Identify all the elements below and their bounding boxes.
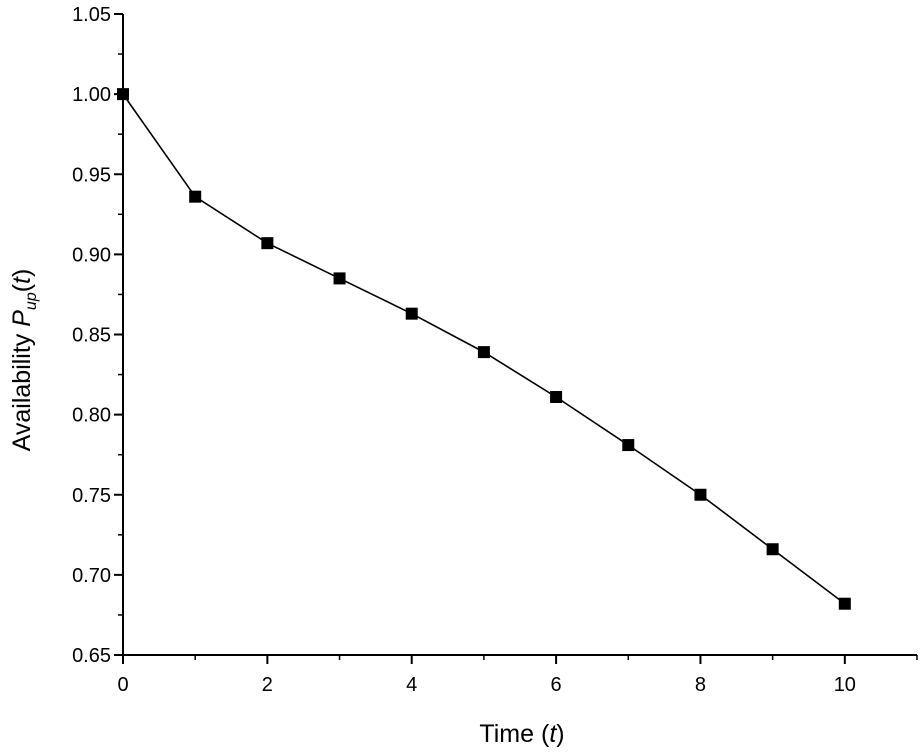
data-point [333, 272, 346, 285]
x-tick-label: 2 [262, 674, 273, 696]
x-tick-label: 8 [695, 674, 706, 696]
y-axis-title: Availability Pup(t) [8, 269, 40, 452]
y-tick-label: 1.05 [72, 4, 111, 26]
x-tick-label: 0 [117, 674, 128, 696]
data-point [261, 237, 274, 250]
y-tick-label: 0.80 [72, 405, 111, 427]
ticks [114, 13, 918, 664]
y-tick-label: 0.85 [72, 325, 111, 347]
plot-area [117, 88, 851, 610]
x-tick-label: 10 [834, 674, 856, 696]
y-tick-label: 0.75 [72, 485, 111, 507]
y-tick-label: 0.95 [72, 164, 111, 186]
axes [122, 14, 917, 656]
data-point [550, 390, 563, 403]
data-point [694, 488, 707, 501]
data-point [189, 190, 202, 203]
y-tick-label: 1.00 [72, 84, 111, 106]
data-point [622, 439, 635, 452]
data-point [838, 597, 851, 610]
x-axis-title: Time (t) [479, 720, 564, 748]
y-tick-label: 0.70 [72, 565, 111, 587]
y-tick-label: 0.65 [72, 645, 111, 667]
data-point [117, 88, 129, 101]
x-tick-label: 6 [551, 674, 562, 696]
data-point [405, 307, 418, 320]
y-tick-label: 0.90 [72, 244, 111, 266]
x-tick-label: 4 [406, 674, 417, 696]
data-point [477, 346, 490, 359]
data-point [766, 543, 779, 556]
tick-labels: 0.65 0.70 0.75 0.80 0.85 0.90 0.95 1.00 1.05 0 2 4 6… [72, 4, 856, 696]
